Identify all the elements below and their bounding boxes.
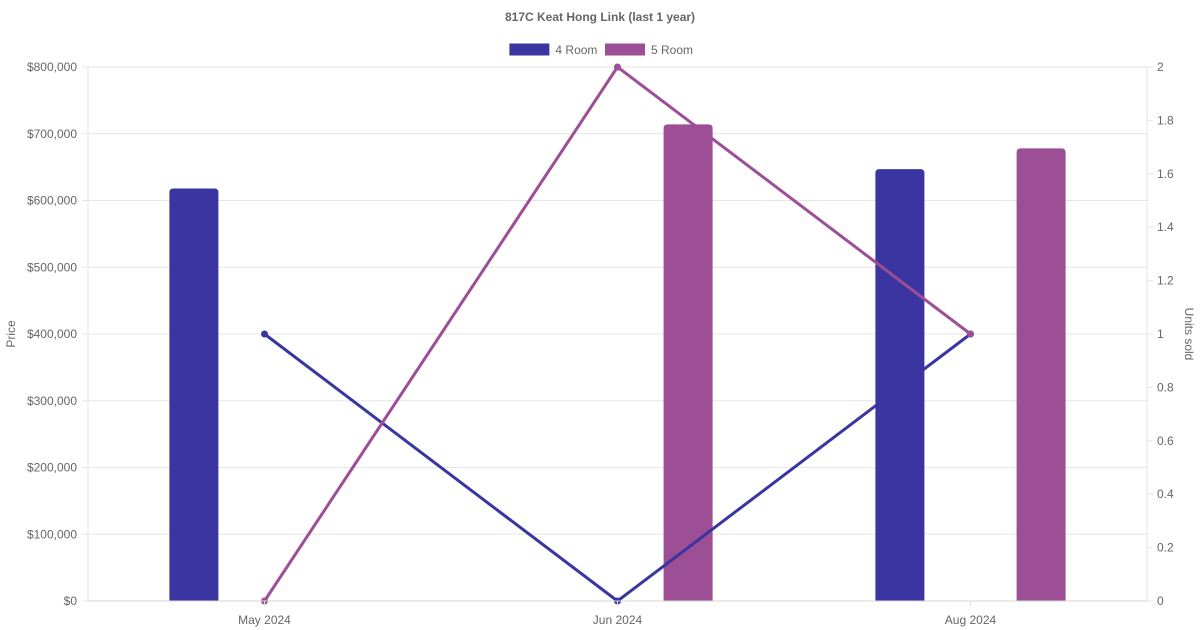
legend-label-4-room[interactable]: 4 Room bbox=[555, 43, 597, 57]
legend-swatch-4-room[interactable] bbox=[509, 43, 550, 56]
bar-5-room[interactable] bbox=[663, 124, 713, 601]
x-tick-label: Aug 2024 bbox=[945, 613, 997, 627]
y-tick-label: $400,000 bbox=[27, 327, 77, 341]
bar-5-room[interactable] bbox=[1016, 148, 1066, 601]
y2-tick-label: 0 bbox=[1157, 594, 1164, 608]
y-tick-label: $200,000 bbox=[27, 461, 77, 475]
y2-tick-label: 1.4 bbox=[1157, 220, 1174, 234]
y2-tick-label: 0.4 bbox=[1157, 487, 1174, 501]
bar-4-room[interactable] bbox=[169, 188, 219, 602]
y-tick-label: $600,000 bbox=[27, 194, 77, 208]
y2-tick-label: 1 bbox=[1157, 327, 1164, 341]
y2-tick-label: 1.2 bbox=[1157, 274, 1174, 288]
y-tick-label: $100,000 bbox=[27, 527, 77, 541]
y2-tick-label: 2 bbox=[1157, 60, 1164, 74]
point-5-room[interactable] bbox=[614, 63, 621, 71]
y-axis-title: Price bbox=[4, 320, 18, 348]
y-tick-label: $300,000 bbox=[27, 394, 77, 408]
y-tick-label: $500,000 bbox=[27, 260, 77, 274]
y2-tick-label: 0.2 bbox=[1157, 541, 1174, 555]
bar-4-room[interactable] bbox=[875, 169, 925, 601]
y2-tick-label: 1.8 bbox=[1157, 113, 1174, 127]
y-tick-label: $800,000 bbox=[27, 60, 77, 74]
point-4-room[interactable] bbox=[261, 330, 268, 338]
axes: $0 $100,000 $200,000 $300,000 $400,000 $500,0… bbox=[27, 60, 1174, 627]
y2-tick-label: 0.8 bbox=[1157, 380, 1174, 394]
x-tick-label: Jun 2024 bbox=[593, 613, 643, 627]
chart-title: 817C Keat Hong Link (last 1 year) bbox=[505, 10, 695, 24]
y-tick-label: $0 bbox=[64, 594, 78, 608]
x-tick-label: May 2024 bbox=[238, 613, 291, 627]
legend-label-5-room[interactable]: 5 Room bbox=[651, 43, 693, 57]
y-tick-label: $700,000 bbox=[27, 127, 77, 141]
bar-series bbox=[169, 124, 1066, 602]
point-5-room[interactable] bbox=[967, 330, 974, 338]
y2-tick-label: 1.6 bbox=[1157, 167, 1174, 181]
y2-tick-label: 0.6 bbox=[1157, 434, 1174, 448]
grid-lines bbox=[88, 66, 1147, 602]
y2-axis-title: Units sold bbox=[1182, 308, 1196, 361]
legend-swatch-5-room[interactable] bbox=[605, 43, 645, 56]
legend[interactable]: 4 Room 5 Room bbox=[509, 43, 693, 57]
